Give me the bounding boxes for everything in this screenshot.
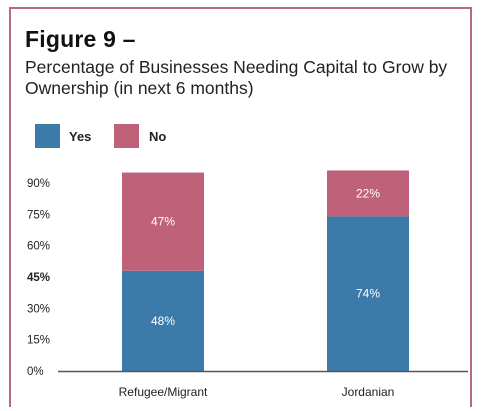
bar-yes-1 <box>327 216 409 371</box>
bar-data-label: 74% <box>356 287 380 301</box>
y-tick-label: 0% <box>27 366 44 378</box>
x-category-label: Refugee/Migrant <box>119 385 208 399</box>
y-tick-label: 90% <box>27 178 50 190</box>
legend-swatch-no <box>114 124 139 148</box>
bar-data-label: 48% <box>151 314 175 328</box>
bar-yes-0 <box>122 270 204 371</box>
bar-no-0 <box>122 172 204 271</box>
legend-swatch-yes <box>35 124 60 148</box>
y-tick-label: 75% <box>27 209 50 221</box>
bar-data-label: 22% <box>356 186 380 200</box>
legend-label-no: No <box>149 129 167 144</box>
bar-no-1 <box>327 170 409 217</box>
y-tick-label: 30% <box>27 303 50 315</box>
bar-data-label: 47% <box>151 215 175 229</box>
x-category-label: Jordanian <box>342 385 395 399</box>
y-tick-label: 60% <box>27 241 50 253</box>
figure-subtitle: Percentage of Businesses Needing Capital… <box>25 57 448 98</box>
y-tick-label: 45% <box>27 272 50 284</box>
figure-label: Figure 9 – <box>25 26 136 52</box>
legend-label-yes: Yes <box>69 129 92 144</box>
y-tick-label: 15% <box>27 335 50 347</box>
